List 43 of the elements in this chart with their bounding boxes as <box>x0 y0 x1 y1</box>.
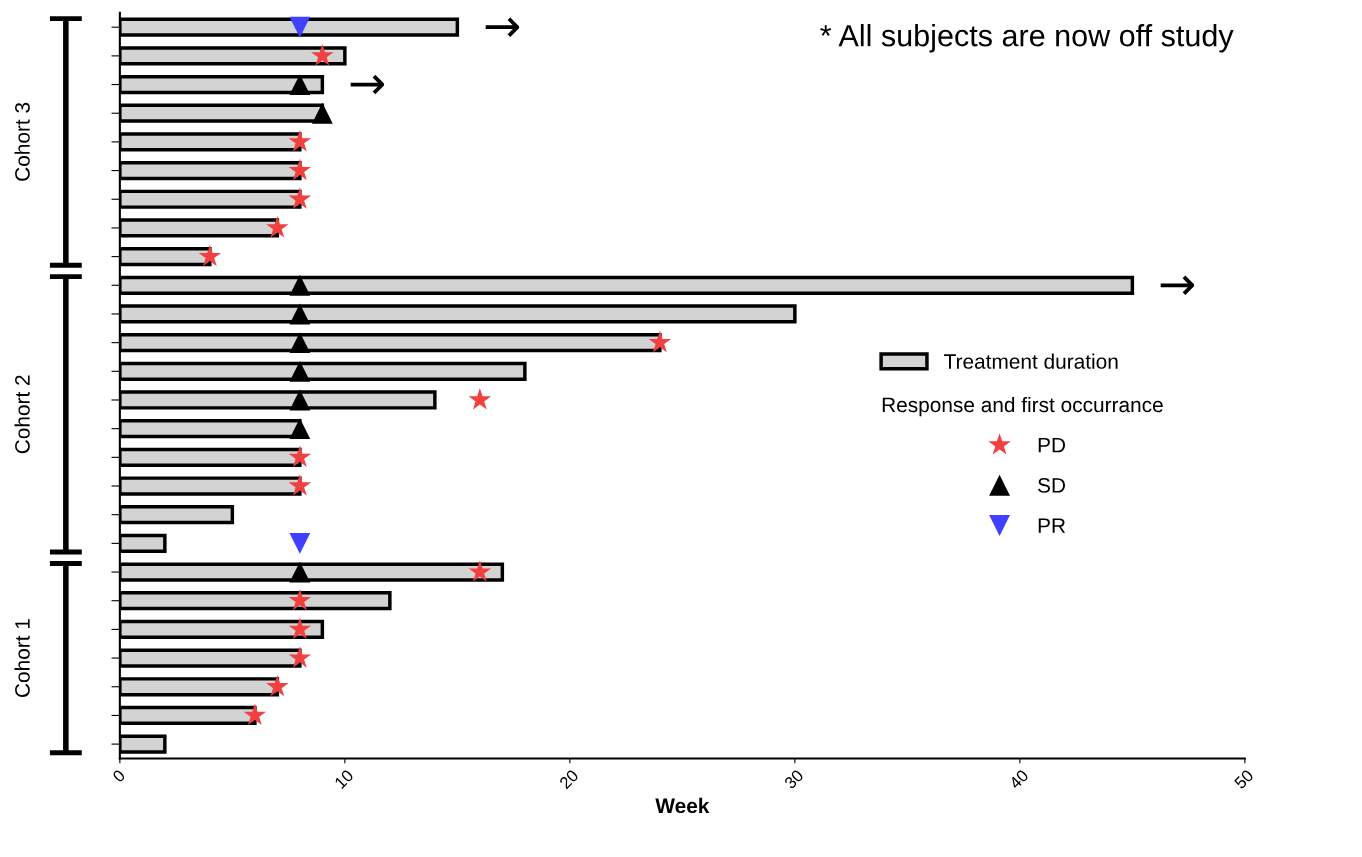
point <box>266 216 289 238</box>
point <box>289 16 311 38</box>
x-tick-label: 10 <box>334 768 355 790</box>
point <box>311 102 333 124</box>
legend-label: SD <box>1038 478 1066 493</box>
text: Cohort 1 <box>14 619 30 697</box>
legend-label: PD <box>1038 437 1066 453</box>
point <box>288 646 312 668</box>
point <box>289 303 311 325</box>
point <box>648 330 672 353</box>
point <box>288 617 312 639</box>
text: Cohort 2 <box>14 375 30 454</box>
point <box>289 532 311 554</box>
point <box>289 274 311 296</box>
point <box>266 674 289 697</box>
x-tick-label: 40 <box>1008 768 1030 790</box>
x-tick-label: 0 <box>111 768 126 783</box>
point <box>288 130 312 152</box>
point <box>289 389 311 411</box>
point <box>288 445 312 467</box>
x-tick-label: 30 <box>783 768 805 790</box>
point <box>289 360 311 382</box>
point <box>243 703 267 725</box>
point <box>468 560 492 582</box>
text: Cohort 3 <box>14 102 30 181</box>
annotation: * All subjects are now off study <box>820 24 1234 53</box>
point <box>289 74 311 95</box>
legend-label: Treatment duration <box>944 353 1118 369</box>
point <box>288 187 312 209</box>
point <box>311 44 334 66</box>
legend-title: Response and first occurrance <box>882 396 1163 417</box>
point <box>289 561 311 583</box>
point <box>198 244 222 267</box>
x-tick-label: 20 <box>558 768 580 790</box>
point <box>289 418 311 440</box>
point <box>288 588 312 611</box>
x-tick-label: 50 <box>1233 768 1255 790</box>
legend-label: PR <box>1038 518 1066 533</box>
point <box>288 474 312 496</box>
point <box>468 388 492 410</box>
point <box>288 158 312 181</box>
point <box>289 332 311 354</box>
x-axis-title: Week <box>655 797 710 814</box>
